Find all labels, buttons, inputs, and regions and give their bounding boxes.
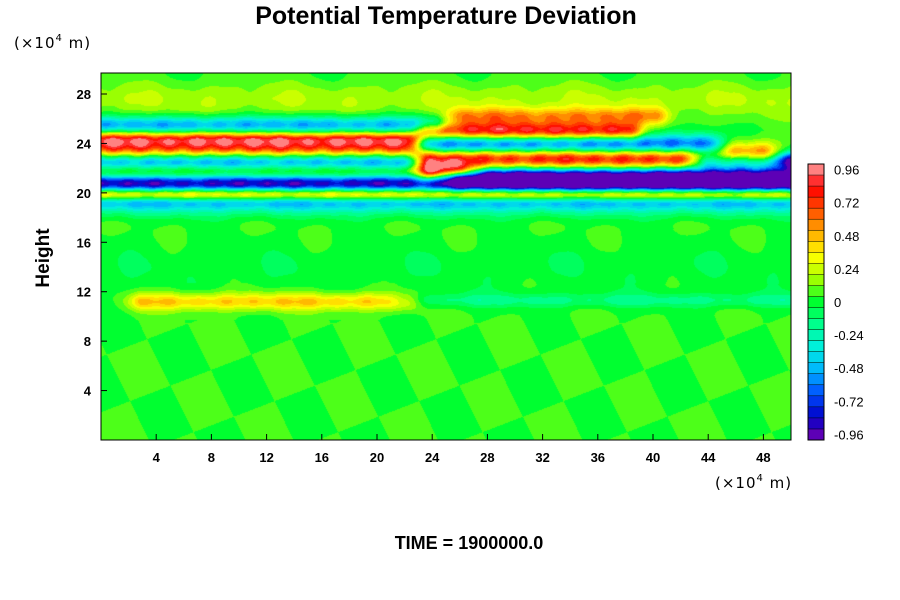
colorbar-segment: [808, 230, 824, 242]
x-tick-label: 32: [535, 450, 549, 465]
y-tick-label: 12: [77, 285, 91, 300]
colorbar-tick-label: 0.24: [834, 262, 859, 277]
plot-frame: [100, 72, 792, 441]
colorbar-tick-label: 0: [834, 295, 841, 310]
y-axis-unit: (×104 m): [14, 33, 91, 52]
colorbar-ticks: 0.96 0.72 0.48 0.24 0 -0.24 -0.48 -0.72 -0.96: [834, 163, 864, 443]
x-tick-label: 24: [425, 450, 440, 465]
x-tick-label: 40: [646, 450, 660, 465]
x-axis-ticks: 4 8 12 16 20 24 28 32 36 40 44 48: [153, 434, 771, 465]
colorbar-segment: [808, 219, 824, 231]
colorbar-segment: [808, 329, 824, 341]
colorbar-segment: [808, 395, 824, 408]
x-tick-label: 44: [701, 450, 716, 465]
y-axis-label: Height: [33, 228, 54, 288]
colorbar-segment: [808, 252, 824, 264]
x-tick-label: 48: [756, 450, 770, 465]
colorbar-segment: [808, 417, 824, 430]
x-tick-label: 16: [315, 450, 329, 465]
heatmap-field: [101, 73, 791, 440]
colorbar-segment: [808, 175, 824, 187]
colorbar-segment: [808, 296, 824, 308]
colorbar-tick-label: -0.72: [834, 394, 864, 409]
colorbar-tick-label: -0.24: [834, 328, 864, 343]
colorbar-tick-label: -0.96: [834, 427, 864, 442]
x-axis-unit: (×104 m): [715, 473, 792, 492]
colorbar-segment: [808, 318, 824, 330]
plot-area: [100, 72, 792, 441]
time-label: TIME = 1900000.0: [395, 533, 544, 553]
y-axis-ticks: 4 8 12 16 20 24 28: [77, 87, 107, 399]
colorbar-segment: [808, 428, 824, 441]
colorbar-segment: [808, 340, 824, 352]
colorbar-tick-label: 0.72: [834, 196, 859, 211]
colorbar-frame: [807, 163, 825, 441]
colorbar-segment: [808, 373, 824, 386]
x-tick-label: 8: [208, 450, 215, 465]
colorbar-segment: [808, 362, 824, 375]
colorbar-segment: [808, 197, 824, 209]
colorbar-segment: [808, 241, 824, 253]
y-tick-label: 24: [77, 136, 92, 151]
colorbar-segment: [808, 208, 824, 220]
y-tick-label: 4: [84, 384, 92, 399]
x-tick-label: 12: [259, 450, 273, 465]
colorbar-segment: [808, 285, 824, 297]
colorbar-segment: [808, 406, 824, 419]
colorbar-segment: [808, 186, 824, 198]
colorbar-segment: [808, 164, 824, 176]
chart-title: Potential Temperature Deviation: [255, 2, 637, 30]
y-tick-label: 8: [84, 334, 91, 349]
x-tick-label: 36: [591, 450, 605, 465]
y-tick-label: 16: [77, 235, 91, 250]
colorbar-segment: [808, 274, 824, 286]
x-tick-label: 20: [370, 450, 384, 465]
colorbar-tick-label: 0.96: [834, 163, 859, 178]
colorbar-tick-label: 0.48: [834, 229, 859, 244]
x-tick-label: 4: [153, 450, 161, 465]
colorbar-tick-label: -0.48: [834, 361, 864, 376]
y-tick-label: 28: [77, 87, 91, 102]
x-tick-label: 28: [480, 450, 494, 465]
y-tick-label: 20: [77, 186, 91, 201]
colorbar-segment: [808, 384, 824, 397]
colorbar-segment: [808, 307, 824, 319]
colorbar: [807, 163, 825, 441]
colorbar-segment: [808, 351, 824, 364]
colorbar-segment: [808, 263, 824, 275]
